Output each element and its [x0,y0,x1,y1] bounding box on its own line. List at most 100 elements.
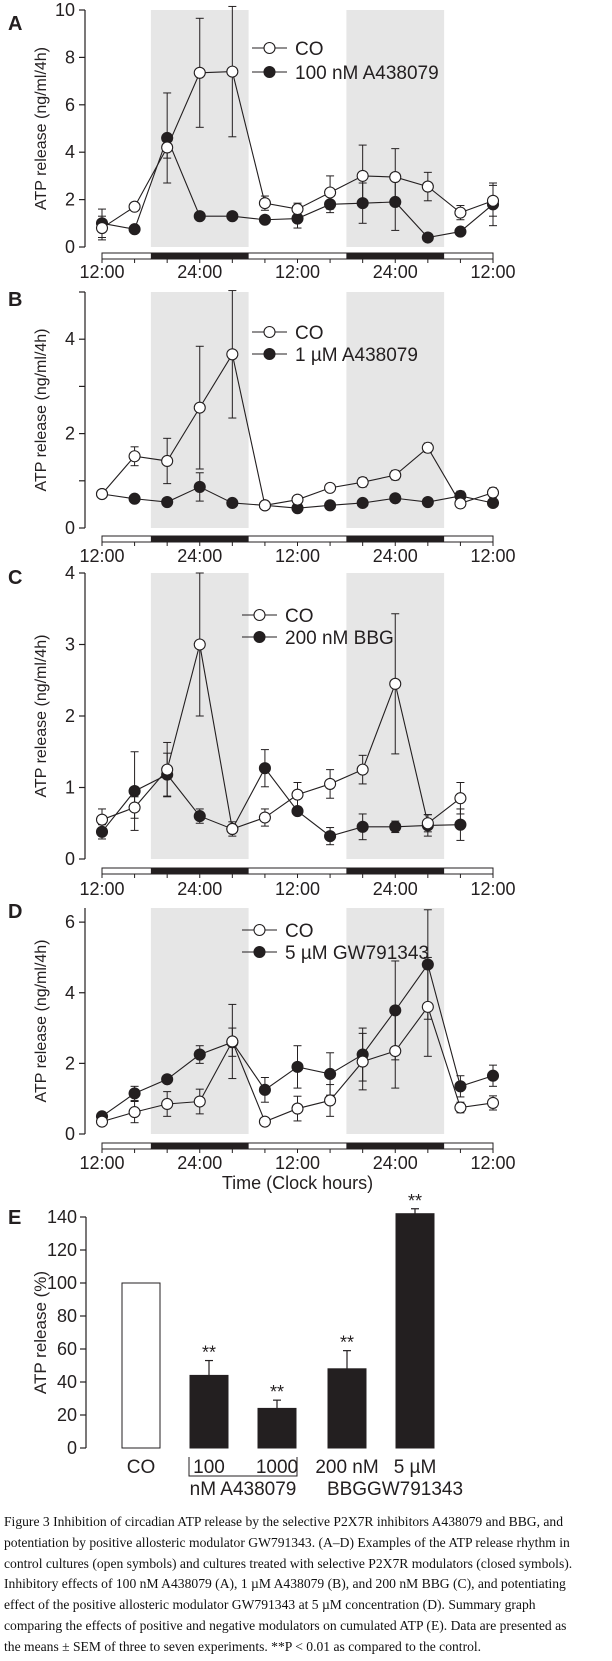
bar-label: 1000 [256,1457,298,1478]
dark-phase-bar [346,868,445,874]
panel-letter: A [8,13,22,35]
y-tick-label: 3 [65,635,75,655]
data-point [324,499,337,512]
data-point [324,777,337,790]
bar-label: 200 nM [315,1457,378,1478]
data-point [128,1087,141,1100]
data-point [95,221,109,235]
data-point [193,638,206,651]
data-point [193,480,206,493]
data-point [226,496,239,510]
significance-marker: ** [340,1333,354,1353]
data-point [193,810,206,823]
data-point [291,493,304,506]
data-point [193,210,206,223]
data-point [454,497,467,510]
y-tick-label: 6 [65,912,75,932]
data-point [291,1102,304,1115]
legend-marker [263,347,276,361]
bar [395,1213,435,1449]
data-point [258,1083,271,1096]
data-point [421,180,434,193]
significance-marker: ** [408,1191,422,1211]
data-point [258,197,271,210]
data-point [193,1048,206,1061]
data-point [454,206,467,219]
x-tick-label: 24:00 [177,879,222,899]
data-point [258,1115,271,1128]
data-point [161,141,174,154]
panel-b: B 0 2 4 ATP release (ng/ml/4h) 12:00 24:00 12:0… [8,289,516,566]
x-tick-label: 12:00 [275,546,320,566]
y-axis-label: ATP release (ng/ml/4h) [33,939,50,1102]
y-tick-label: 80 [57,1306,77,1326]
y-tick-label: 0 [65,849,75,869]
series-control [95,5,500,241]
group-label: nM A438079 [190,1479,297,1500]
y-tick-label: 0 [65,518,75,538]
data-point [421,1000,434,1013]
bar-label: GW791343 [367,1479,463,1500]
y-tick-label: 40 [57,1372,77,1392]
significance-marker: ** [202,1343,216,1363]
data-point [389,171,402,184]
y-axis-label: ATP release (ng/ml/4h) [33,47,50,210]
panel-c: C 0 1 2 3 4 ATP release (ng/ml/4h) 12:00 24:00 12… [8,563,516,899]
data-point [161,1097,174,1111]
series-line [101,644,461,830]
data-point [193,1095,206,1108]
data-point [226,822,239,836]
data-point [389,1044,402,1058]
x-tick-label: 24:00 [177,546,222,566]
data-point [128,785,141,798]
data-point [356,169,369,182]
bar-label: 5 µM [394,1457,437,1478]
bar-label: BBG [327,1479,367,1500]
data-point [324,481,337,494]
data-point [324,1094,337,1107]
data-point [454,792,467,805]
data-point [95,813,109,826]
data-point [454,818,467,831]
data-point [389,820,402,833]
y-tick-label: 2 [65,706,75,726]
x-tick-label: 12:00 [275,1153,320,1173]
data-point [421,231,434,244]
panel-letter: C [8,567,22,589]
data-point [128,450,141,463]
data-point [193,401,206,414]
bar [257,1407,297,1449]
y-tick-label: 4 [65,983,75,1003]
data-point [356,763,369,776]
x-tick-label: 12:00 [470,546,515,566]
data-point [258,213,271,226]
data-point [486,194,500,207]
x-tick-label: 24:00 [373,1153,418,1173]
y-tick-label: 0 [67,1438,77,1458]
panel-letter: D [8,901,22,923]
y-tick-label: 60 [57,1339,77,1359]
dark-phase-bar [150,253,249,259]
caption-line: potentiation by positive allosteric modu… [4,1534,570,1550]
bar-label: 100 [193,1457,225,1478]
y-tick-label: 10 [55,0,75,20]
legend-marker [253,945,266,959]
y-tick-label: 4 [65,142,75,162]
bar-label: CO [127,1457,156,1478]
figure-caption: Figure 3 Inhibition of circadian ATP rel… [4,1512,610,1658]
data-point [486,496,500,510]
data-point [324,1067,337,1081]
panel-letter: E [8,1207,21,1229]
data-point [486,1069,500,1082]
data-point [356,476,369,489]
x-tick-label: 24:00 [373,546,418,566]
x-tick-label: 12:00 [470,262,515,282]
bar [189,1374,229,1449]
data-point [454,225,467,238]
caption-line: comparing the effects of positive and ne… [4,1617,567,1633]
legend-label: 200 nM BBG [285,628,394,649]
y-tick-label: 120 [47,1240,77,1260]
data-point [128,200,141,213]
data-point [161,1073,174,1086]
